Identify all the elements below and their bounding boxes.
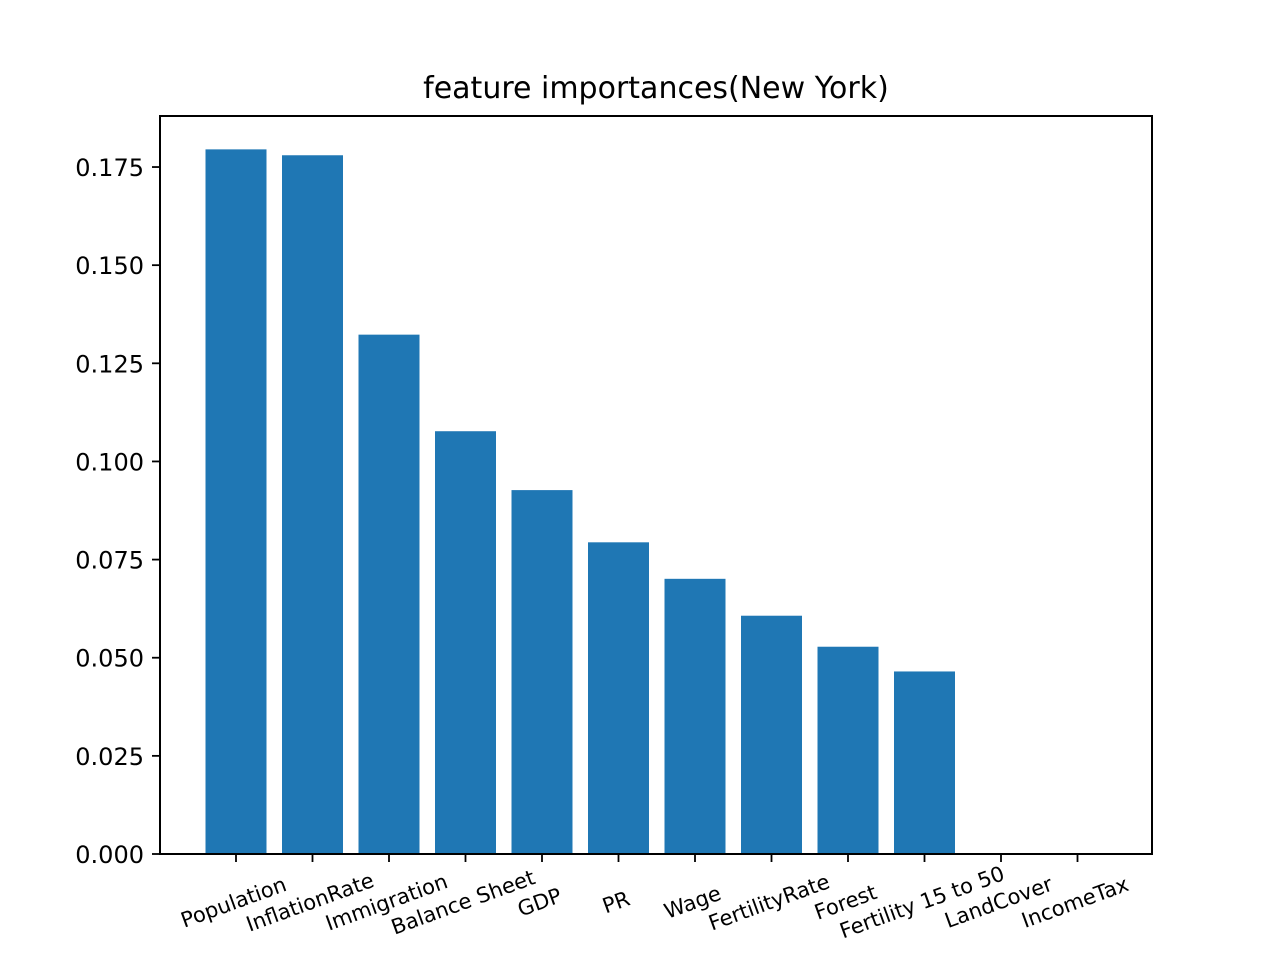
bar-pr xyxy=(588,542,649,854)
y-tick-label: 0.000 xyxy=(75,841,144,869)
plot-frame xyxy=(159,115,1153,855)
x-tick-label: PR xyxy=(599,886,633,918)
bar-population xyxy=(205,149,267,855)
y-tick-label: 0.125 xyxy=(75,350,144,378)
bar-balance-sheet xyxy=(435,431,496,854)
bar-wage xyxy=(664,578,726,854)
bar-inflationrate xyxy=(282,155,343,855)
chart-title: feature importances(New York) xyxy=(423,71,889,106)
x-axis: PopulationInflationRateImmigrationBalanc… xyxy=(178,854,1132,943)
y-tick-label: 0.100 xyxy=(75,448,144,476)
bar-forest xyxy=(817,646,879,854)
y-tick-label: 0.050 xyxy=(75,645,144,673)
y-axis: 0.000 0.025 0.050 0.075 0.100 0.125 0.150 0.175 xyxy=(75,154,160,869)
bars-group xyxy=(205,149,955,855)
bar-fertility-15-to-50 xyxy=(894,671,955,854)
y-tick-label: 0.175 xyxy=(75,154,144,182)
y-tick-label: 0.075 xyxy=(75,547,144,575)
bar-gdp xyxy=(511,490,573,854)
bar-fertilityrate xyxy=(741,615,802,854)
y-tick-label: 0.025 xyxy=(75,743,144,771)
bar-immigration xyxy=(358,334,420,855)
y-tick-label: 0.150 xyxy=(75,252,144,280)
